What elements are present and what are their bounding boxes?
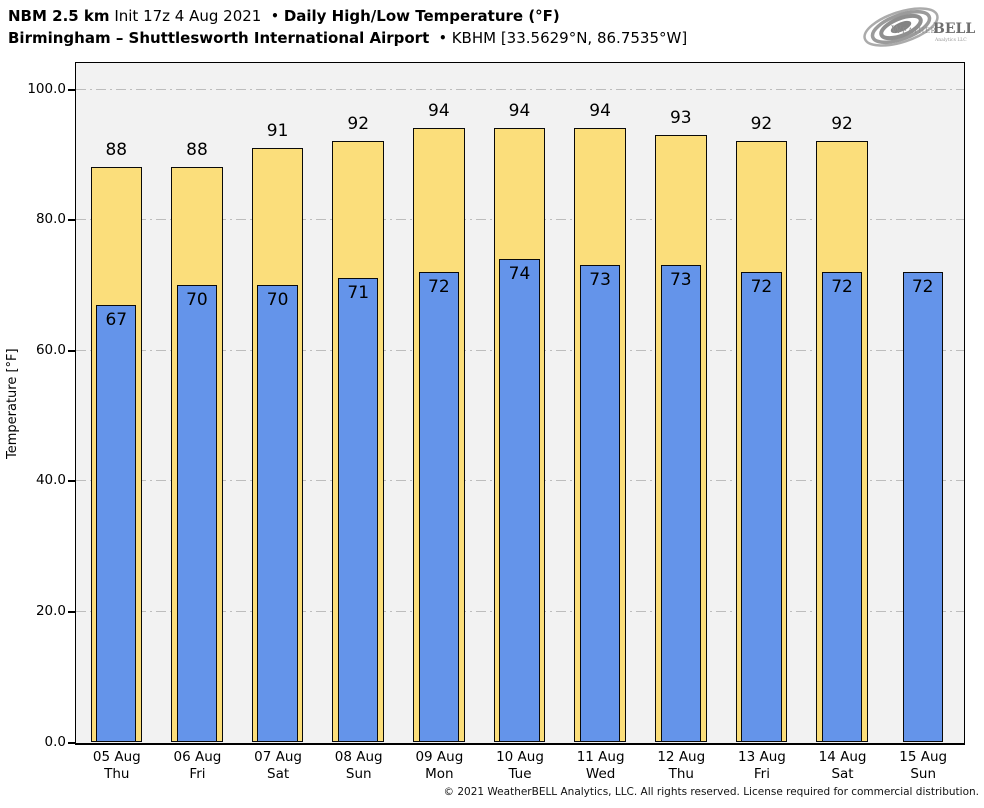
init-time: Init 17z 4 Aug 2021 bbox=[114, 7, 262, 25]
y-axis-tick bbox=[68, 349, 75, 352]
y-axis-tick bbox=[68, 219, 75, 222]
bar-value-label-low: 70 bbox=[186, 289, 208, 310]
x-label-date: 12 Aug bbox=[657, 749, 706, 765]
bar-value-label-high: 93 bbox=[669, 107, 692, 128]
y-tick-label: 80.0 bbox=[35, 211, 66, 228]
bar-value-label-low: 72 bbox=[750, 276, 773, 297]
bar-value-label-high: 88 bbox=[105, 140, 128, 161]
bar-value-label-high: 94 bbox=[508, 101, 531, 122]
bar-low bbox=[499, 258, 540, 742]
y-axis-tick bbox=[68, 88, 75, 91]
bar-low bbox=[257, 284, 298, 742]
bar-value-label-high: 92 bbox=[347, 114, 370, 135]
x-tick-label: 07 Aug Sat bbox=[236, 749, 320, 783]
x-label-date: 11 Aug bbox=[576, 749, 625, 765]
x-label-weekday: Thu bbox=[104, 766, 130, 782]
bar-low bbox=[176, 284, 218, 742]
x-label-date: 07 Aug bbox=[254, 749, 302, 765]
x-label-date: 05 Aug bbox=[92, 749, 141, 765]
weatherbell-logo: Weather BELL Analytics LLC bbox=[863, 7, 975, 47]
x-label-date: 09 Aug bbox=[415, 749, 464, 765]
bar-value-label-low: 74 bbox=[508, 263, 531, 284]
logo-text-analytics: Analytics LLC bbox=[934, 37, 967, 43]
grid-line bbox=[76, 88, 964, 90]
bar-value-label-high: 94 bbox=[428, 101, 450, 122]
bar-low bbox=[96, 304, 137, 742]
chart-title-line-1: NBM 2.5 km Init 17z 4 Aug 2021 • Daily Hi… bbox=[8, 7, 560, 25]
bar-value-label-low: 72 bbox=[831, 276, 853, 297]
bar-value-label-low: 73 bbox=[589, 270, 611, 291]
x-label-weekday: Thu bbox=[668, 766, 694, 782]
y-tick-label: 20.0 bbox=[35, 602, 66, 619]
x-label-weekday: Sun bbox=[345, 766, 372, 782]
bar-value-label-high: 94 bbox=[589, 101, 611, 122]
y-axis-tick bbox=[68, 741, 75, 744]
chart-plot-area: 88 67 88 70 91 70 92 71 94 72 94 74 94 73 93 73 92 72 92 72… bbox=[75, 62, 965, 745]
logo-text-bell: BELL bbox=[933, 21, 975, 37]
x-label-date: 14 Aug bbox=[818, 749, 867, 765]
x-tick-label: 11 Aug Wed bbox=[559, 749, 643, 783]
y-tick-label: 60.0 bbox=[35, 341, 66, 358]
chart-title-line-2: Birmingham – Shuttlesworth International… bbox=[8, 29, 687, 47]
bar-low bbox=[902, 271, 943, 742]
bullet-separator: • bbox=[439, 31, 447, 45]
bar-value-label-low: 67 bbox=[105, 309, 128, 330]
bar-low bbox=[821, 271, 863, 742]
station-id: KBHM [33.5629°N, 86.7535°W] bbox=[451, 29, 688, 47]
y-axis-tick bbox=[68, 480, 75, 483]
x-tick-label: 06 Aug Fri bbox=[155, 749, 239, 783]
bar-value-label-low: 71 bbox=[347, 283, 370, 304]
x-label-weekday: Wed bbox=[585, 766, 616, 782]
model-name: NBM 2.5 km bbox=[8, 7, 110, 25]
x-label-weekday: Mon bbox=[425, 766, 454, 782]
y-tick-label: 40.0 bbox=[35, 472, 66, 489]
bar-value-label-low: 72 bbox=[428, 276, 450, 297]
bar-value-label-high: 88 bbox=[186, 140, 208, 161]
bar-value-label-high: 92 bbox=[831, 114, 853, 135]
hurricane-swirl-icon bbox=[863, 7, 939, 47]
copyright-notice: © 2021 WeatherBELL Analytics, LLC. All r… bbox=[443, 786, 979, 798]
bar-low bbox=[660, 265, 701, 742]
y-tick-label: 0.0 bbox=[44, 733, 66, 750]
x-tick-label: 09 Aug Mon bbox=[397, 749, 481, 783]
x-label-weekday: Sat bbox=[267, 766, 290, 782]
x-label-date: 13 Aug bbox=[737, 749, 786, 765]
bar-value-label-high: 92 bbox=[750, 114, 773, 135]
x-label-weekday: Fri bbox=[189, 766, 206, 782]
bar-low bbox=[741, 271, 782, 742]
x-tick-label: 15 Aug Sun bbox=[881, 749, 965, 783]
bar-low bbox=[338, 278, 379, 742]
x-label-weekday: Sun bbox=[910, 766, 937, 782]
bar-low bbox=[579, 265, 621, 742]
station-name: Birmingham – Shuttlesworth International… bbox=[8, 29, 430, 47]
x-label-date: 08 Aug bbox=[334, 749, 383, 765]
x-label-weekday: Fri bbox=[753, 766, 770, 782]
x-tick-label: 13 Aug Fri bbox=[720, 749, 804, 783]
x-label-weekday: Sat bbox=[831, 766, 854, 782]
logo-text-weather: Weather bbox=[891, 24, 936, 36]
bar-value-label-high: 91 bbox=[266, 120, 289, 141]
bar-value-label-low: 73 bbox=[669, 270, 692, 291]
x-tick-label: 12 Aug Thu bbox=[639, 749, 723, 783]
bullet-separator: • bbox=[271, 9, 279, 23]
bar-value-label-low: 70 bbox=[266, 289, 289, 310]
x-label-date: 15 Aug bbox=[899, 749, 948, 765]
x-tick-label: 08 Aug Sun bbox=[317, 749, 401, 783]
y-axis-tick bbox=[68, 610, 75, 613]
bar-low bbox=[418, 271, 460, 742]
x-label-date: 10 Aug bbox=[496, 749, 544, 765]
x-tick-label: 05 Aug Thu bbox=[75, 749, 159, 783]
bar-value-label-low: 72 bbox=[911, 276, 934, 297]
product-title: Daily High/Low Temperature (°F) bbox=[283, 7, 560, 25]
x-label-date: 06 Aug bbox=[173, 749, 222, 765]
y-axis-label: Temperature [°F] bbox=[5, 348, 20, 459]
x-tick-label: 10 Aug Tue bbox=[478, 749, 562, 783]
x-tick-label: 14 Aug Sat bbox=[801, 749, 885, 783]
y-tick-label: 100.0 bbox=[27, 80, 66, 97]
x-label-weekday: Tue bbox=[508, 766, 532, 782]
